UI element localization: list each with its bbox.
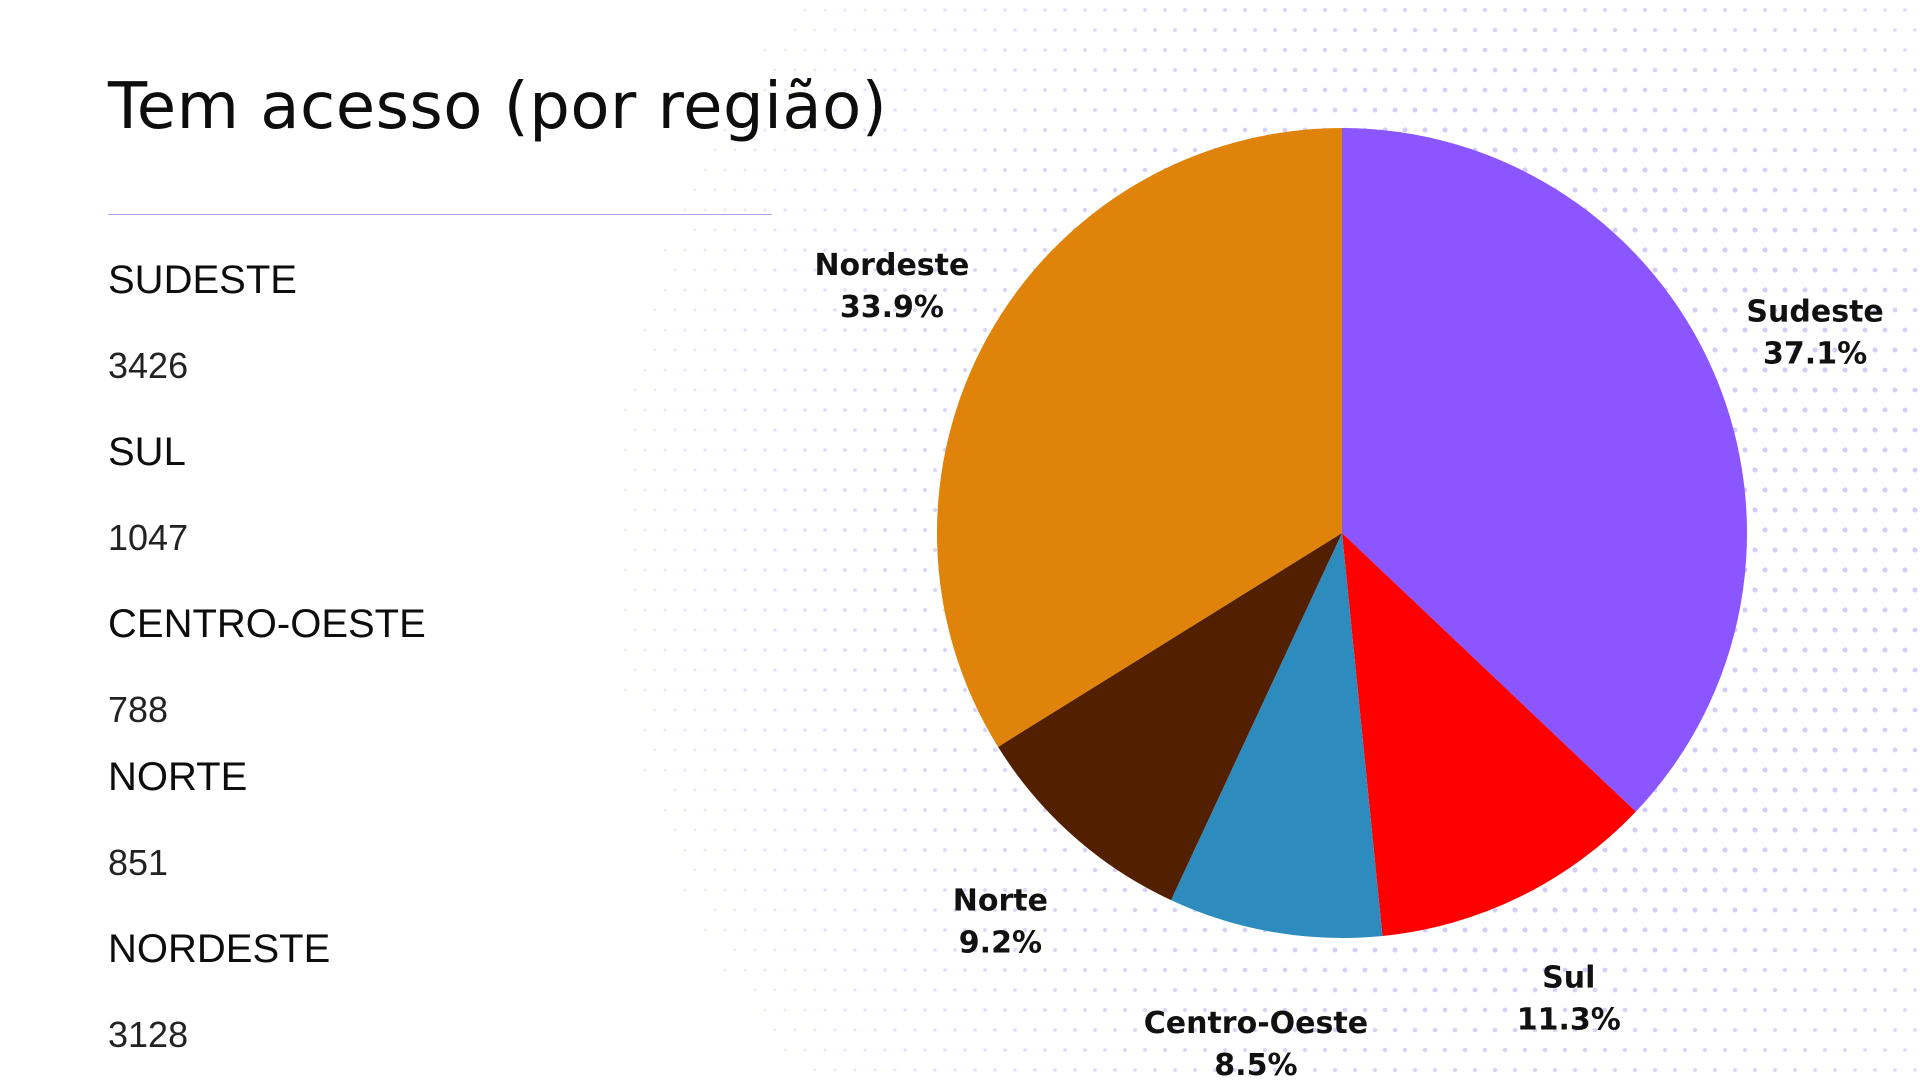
pie-label-name-centro-oeste: Centro-Oeste [1144, 1006, 1368, 1041]
pie-label-percent-sul: 11.3% [1517, 1002, 1621, 1037]
pie-label-sudeste: Sudeste 37.1% [1746, 295, 1883, 372]
pie-label-nordeste: Nordeste 33.9% [814, 248, 969, 325]
pie-label-sul: Sul 11.3% [1517, 960, 1621, 1037]
pie-label-percent-sudeste: 37.1% [1763, 337, 1867, 372]
pie-label-name-norte: Norte [953, 883, 1048, 918]
pie-label-norte: Norte 9.2% [953, 883, 1048, 960]
pie-label-percent-centro-oeste: 8.5% [1214, 1048, 1297, 1080]
pie-label-percent-norte: 9.2% [959, 925, 1042, 960]
pie-label-name-nordeste: Nordeste [814, 248, 969, 283]
pie-label-percent-nordeste: 33.9% [840, 290, 944, 325]
pie-label-name-sul: Sul [1542, 960, 1595, 995]
pie-label-centro-oeste: Centro-Oeste 8.5% [1144, 1006, 1368, 1080]
pie-label-name-sudeste: Sudeste [1746, 295, 1883, 330]
